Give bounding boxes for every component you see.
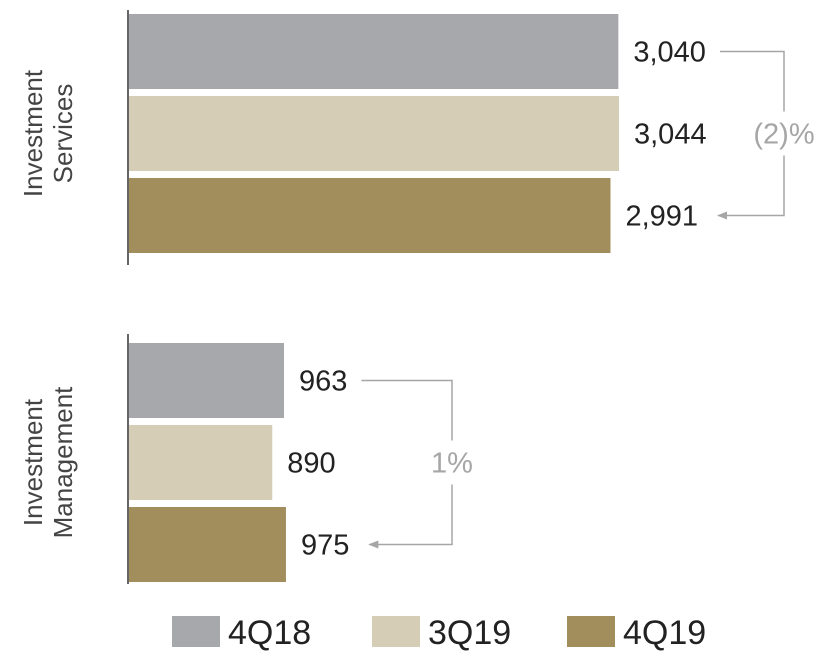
data-label: 3,040	[633, 37, 706, 69]
change-label: 1%	[431, 448, 473, 480]
legend-swatch	[172, 616, 220, 647]
category-label: Investment	[18, 69, 48, 197]
legend: 4Q18 3Q19 4Q19	[172, 614, 706, 652]
change-bracket	[719, 50, 785, 112]
bar	[129, 96, 619, 171]
change-arrow	[717, 155, 785, 220]
data-label: 963	[299, 366, 347, 398]
change-arrow	[368, 484, 453, 549]
legend-swatch	[372, 616, 420, 647]
bar-group: Investment Management 963 890 975 1%	[18, 334, 473, 584]
bar	[129, 507, 286, 582]
legend-item: 4Q19	[567, 614, 706, 652]
legend-item: 3Q19	[372, 614, 511, 652]
bar	[129, 343, 285, 418]
bar	[129, 14, 619, 89]
bar-group: Investment Services 3,040 3,044 2,991 (2)%	[18, 10, 815, 265]
category-label: Management	[48, 386, 78, 539]
category-label: Investment	[18, 398, 48, 526]
bar	[129, 178, 611, 253]
data-label: 3,044	[634, 119, 707, 151]
data-label: 2,991	[625, 201, 698, 233]
category-label: Services	[48, 84, 78, 184]
change-label: (2)%	[753, 119, 814, 151]
legend-label: 4Q18	[228, 614, 311, 652]
legend-label: 4Q19	[623, 614, 706, 652]
bar-groups: Investment Services3,0403,0442,991(2)%Inv…	[18, 10, 815, 584]
legend-item: 4Q18	[172, 614, 311, 652]
change-bracket	[361, 379, 453, 441]
data-label: 890	[287, 448, 335, 480]
bar	[129, 425, 273, 500]
legend-swatch	[567, 616, 615, 647]
legend-label: 3Q19	[428, 614, 511, 652]
data-label: 975	[301, 530, 349, 562]
